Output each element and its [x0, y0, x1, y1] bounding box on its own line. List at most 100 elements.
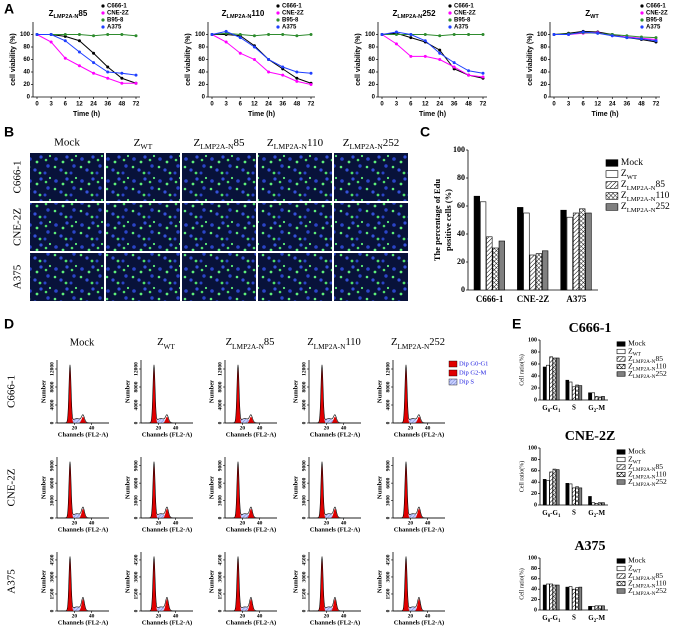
y-tick-label: 0 [202, 95, 206, 101]
histogram-g1-peak [141, 366, 193, 423]
y-tick-label: 0 [385, 421, 391, 424]
x-tick-label: G2-M [588, 614, 605, 624]
y-tick-label: 0 [217, 421, 223, 424]
data-point [120, 71, 124, 75]
x-tick-label: 24 [90, 102, 97, 108]
bar [529, 254, 536, 291]
chart-title: A375 [574, 539, 605, 554]
data-point [423, 54, 427, 58]
bar [549, 356, 553, 401]
y-tick-label: 3000 [217, 571, 223, 582]
data-point [49, 33, 53, 36]
y-tick-label: 0 [534, 607, 537, 613]
legend-label: A375 [454, 25, 469, 31]
data-point [106, 33, 110, 36]
y-tick-label: 100 [453, 145, 465, 154]
text-part: LMP2A-N [633, 475, 656, 481]
text-part: 0 [548, 514, 551, 519]
data-point [409, 33, 413, 36]
histogram-g1-peak [225, 463, 277, 518]
bar [566, 216, 573, 291]
chart-title: ZLMP2A-N252 [392, 9, 436, 20]
legend-swatch [448, 369, 458, 377]
legend-marker [101, 11, 105, 15]
y-tick-label: 12000 [301, 362, 307, 376]
y-tick-label: 3000 [385, 571, 391, 582]
legend-swatch [605, 159, 619, 167]
x-axis-label: Time (h) [591, 111, 618, 118]
y-tick-label: 100 [365, 32, 376, 38]
y-axis-label: Number [292, 380, 299, 403]
y-tick-label: 60 [198, 57, 205, 63]
bar [546, 480, 550, 506]
y-tick-label: 60 [531, 468, 537, 474]
legend-label: B95-8 [107, 18, 124, 24]
text-part: LMP2A-N [627, 196, 656, 203]
y-tick-label: 12000 [217, 362, 223, 376]
x-axis-label: Channels (FL2-A) [394, 619, 444, 626]
text-part: Z [628, 563, 633, 572]
legend-label: ZLMP2A-N252 [628, 477, 667, 488]
y-tick-label: 80 [457, 173, 465, 182]
y-tick-label: 6000 [49, 477, 55, 488]
y-tick-label: 0 [301, 516, 307, 519]
y-tick-label: 80 [531, 566, 537, 572]
text-part: LMP2A-N [200, 142, 234, 151]
legend-label: Mock [628, 339, 646, 348]
x-tick-label: 40 [341, 613, 347, 619]
y-tick-label: 12000 [49, 362, 55, 376]
y-tick-label: 0 [217, 609, 223, 612]
x-tick-label: 20 [240, 520, 246, 526]
data-point [654, 39, 658, 43]
legend-marker [448, 4, 452, 8]
y-tick-label: 8000 [133, 381, 139, 392]
histogram-outline [224, 556, 277, 612]
y-tick-label: 1500 [385, 588, 391, 599]
series-line [37, 34, 137, 37]
y-tick-label: 3000 [385, 495, 391, 506]
x-tick-label: 0 [552, 102, 556, 108]
histogram-g1-peak [393, 557, 445, 611]
text-part: 110 [655, 191, 669, 201]
y-axis-label: Number [292, 570, 299, 593]
histogram-outline [140, 461, 193, 519]
text-part: 252 [383, 137, 400, 149]
panel-labels: A B C D E [4, 1, 521, 332]
text-part: 85 [655, 571, 663, 580]
y-tick-label: 60 [368, 57, 375, 63]
text-part: LMP2A-N [633, 482, 656, 488]
histogram-g2-peak [309, 599, 361, 611]
legend-swatch [605, 170, 619, 178]
x-tick-label: 40 [89, 425, 95, 431]
column-header: ZLMP2A-N110 [267, 137, 324, 152]
y-tick-label: 6000 [133, 477, 139, 488]
data-point [92, 71, 96, 75]
x-axis-label: Channels (FL2-A) [310, 526, 360, 533]
histogram-g1-peak [141, 557, 193, 611]
text-part: LMP2A-N [397, 14, 422, 20]
text-part: 0 [548, 409, 551, 414]
column-header: ZLMP2A-N85 [226, 337, 275, 351]
bar [597, 396, 602, 401]
data-point [252, 58, 256, 61]
data-point [452, 65, 456, 69]
x-tick-label: C666-1 [476, 294, 504, 304]
series-line [211, 34, 312, 85]
legend-label: B95-8 [646, 18, 663, 24]
data-point [423, 39, 427, 43]
series-line [37, 34, 137, 76]
histogram-g1-peak [141, 463, 193, 518]
x-tick-label: 6 [581, 102, 585, 108]
bar [486, 236, 493, 291]
text-part: Z [222, 9, 227, 18]
x-tick-label: S [572, 614, 576, 622]
column-header: ZWT [157, 337, 175, 351]
bar [498, 240, 505, 291]
y-tick-label: 4000 [385, 399, 391, 410]
y-axis-label: Number [208, 570, 215, 593]
x-tick-label: 40 [341, 520, 347, 526]
histogram-g1-peak [393, 366, 445, 423]
x-axis-label: Channels (FL2-A) [58, 431, 108, 438]
y-axis-label: cell viability (%) [10, 33, 17, 86]
bar [473, 195, 480, 291]
